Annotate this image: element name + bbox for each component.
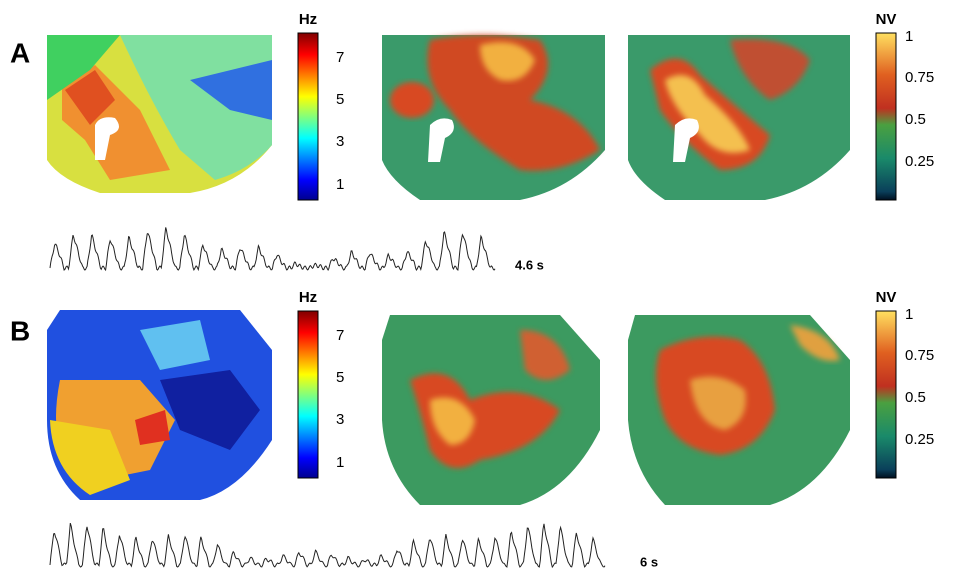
- colorbar-unit: NV: [876, 11, 897, 28]
- frequency-map: [47, 310, 272, 500]
- colorbar-unit: Hz: [299, 11, 317, 28]
- colorbar-unit: NV: [876, 289, 897, 306]
- trace-duration: 4.6 s: [515, 257, 544, 272]
- colorbar: [297, 310, 319, 479]
- colorbar-tick-label: 0.75: [905, 347, 934, 364]
- panel-label: B: [10, 315, 30, 346]
- colorbar-unit: Hz: [299, 289, 317, 306]
- trace-duration: 6 s: [640, 554, 658, 569]
- colorbar-tick-label: 7: [336, 49, 344, 66]
- colorbar-tick-label: 0.25: [905, 431, 934, 448]
- colorbar-tick-label: 0.75: [905, 69, 934, 86]
- ecg-trace: [49, 522, 606, 569]
- colorbar-tick-label: 3: [336, 411, 344, 428]
- colorbar-tick-label: 7: [336, 327, 344, 344]
- colorbar-tick-label: 5: [336, 91, 344, 108]
- colorbar-tick-label: 0.25: [905, 153, 934, 170]
- colorbar: [875, 310, 897, 479]
- activation-map: [628, 35, 850, 200]
- colorbar: [875, 32, 897, 201]
- ecg-trace: [49, 227, 496, 272]
- colorbar-tick-label: 1: [336, 454, 344, 471]
- colorbar: [297, 32, 319, 201]
- colorbar-tick-label: 0.5: [905, 111, 926, 128]
- colorbar-tick-label: 0.5: [905, 389, 926, 406]
- activation-map: [628, 315, 850, 505]
- colorbar-tick-label: 3: [336, 133, 344, 150]
- panel-label: A: [10, 37, 30, 68]
- colorbar-tick-label: 1: [905, 306, 913, 323]
- colorbar-tick-label: 1: [905, 28, 913, 45]
- activation-map: [382, 315, 600, 505]
- colorbar-tick-label: 1: [336, 176, 344, 193]
- colorbar-tick-label: 5: [336, 369, 344, 386]
- frequency-map: [47, 35, 272, 193]
- activation-map: [382, 35, 605, 200]
